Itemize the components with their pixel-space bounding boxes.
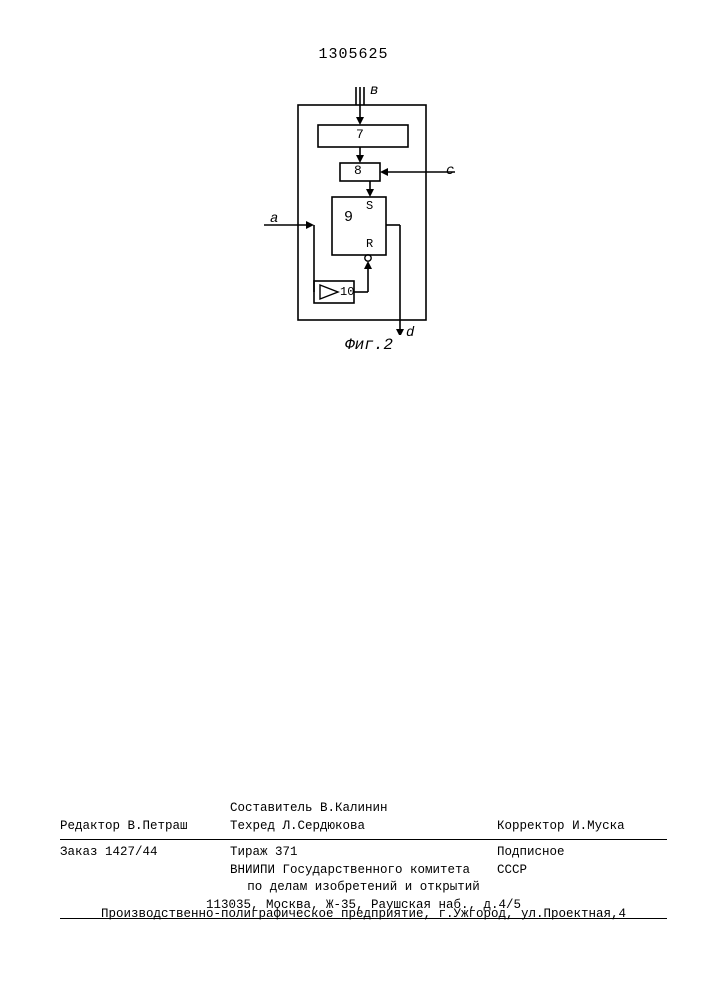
label-a: a: [270, 211, 278, 227]
corrector-label: Корректор: [497, 819, 565, 833]
printer-block: Производственно-полиграфическое предприя…: [60, 906, 667, 924]
label-b: в: [370, 83, 378, 99]
page: 1305625: [0, 0, 707, 1000]
block-9-r: R: [366, 237, 373, 251]
block-10-label: 10: [340, 285, 354, 299]
tech-label: Техред: [230, 819, 275, 833]
corrector-name: И.Муска: [572, 819, 625, 833]
label-c: c: [446, 163, 454, 179]
order-label: Заказ: [60, 845, 98, 859]
figure-caption: Фиг.2: [345, 336, 393, 354]
block-9-label: 9: [344, 209, 353, 226]
org-line-1: ВНИИПИ Государственного комитета: [230, 863, 470, 877]
editor-label: Редактор: [60, 819, 120, 833]
circuit-diagram: в c a d 7 8 9 S R 10: [260, 85, 460, 335]
document-number: 1305625: [0, 46, 707, 63]
printer-line: Производственно-полиграфическое предприя…: [60, 906, 667, 924]
compiler-name: В.Калинин: [320, 801, 388, 815]
tirazh-label: Тираж: [230, 845, 268, 859]
block-9-s: S: [366, 199, 373, 213]
compiler-label: Составитель: [230, 801, 313, 815]
subscription: Подписное: [497, 845, 565, 859]
label-d: d: [406, 325, 414, 341]
block-7-label: 7: [356, 127, 364, 142]
editor-name: В.Петраш: [128, 819, 188, 833]
tech-name: Л.Сердюкова: [282, 819, 365, 833]
org-line-2: по делам изобретений и открытий: [60, 879, 667, 897]
block-8-label: 8: [354, 163, 362, 178]
order-number: 1427/44: [105, 845, 158, 859]
org-country: СССР: [497, 863, 527, 877]
tirazh-value: 371: [275, 845, 298, 859]
credits-block: Составитель В.Калинин Редактор В.Петраш …: [60, 800, 667, 840]
